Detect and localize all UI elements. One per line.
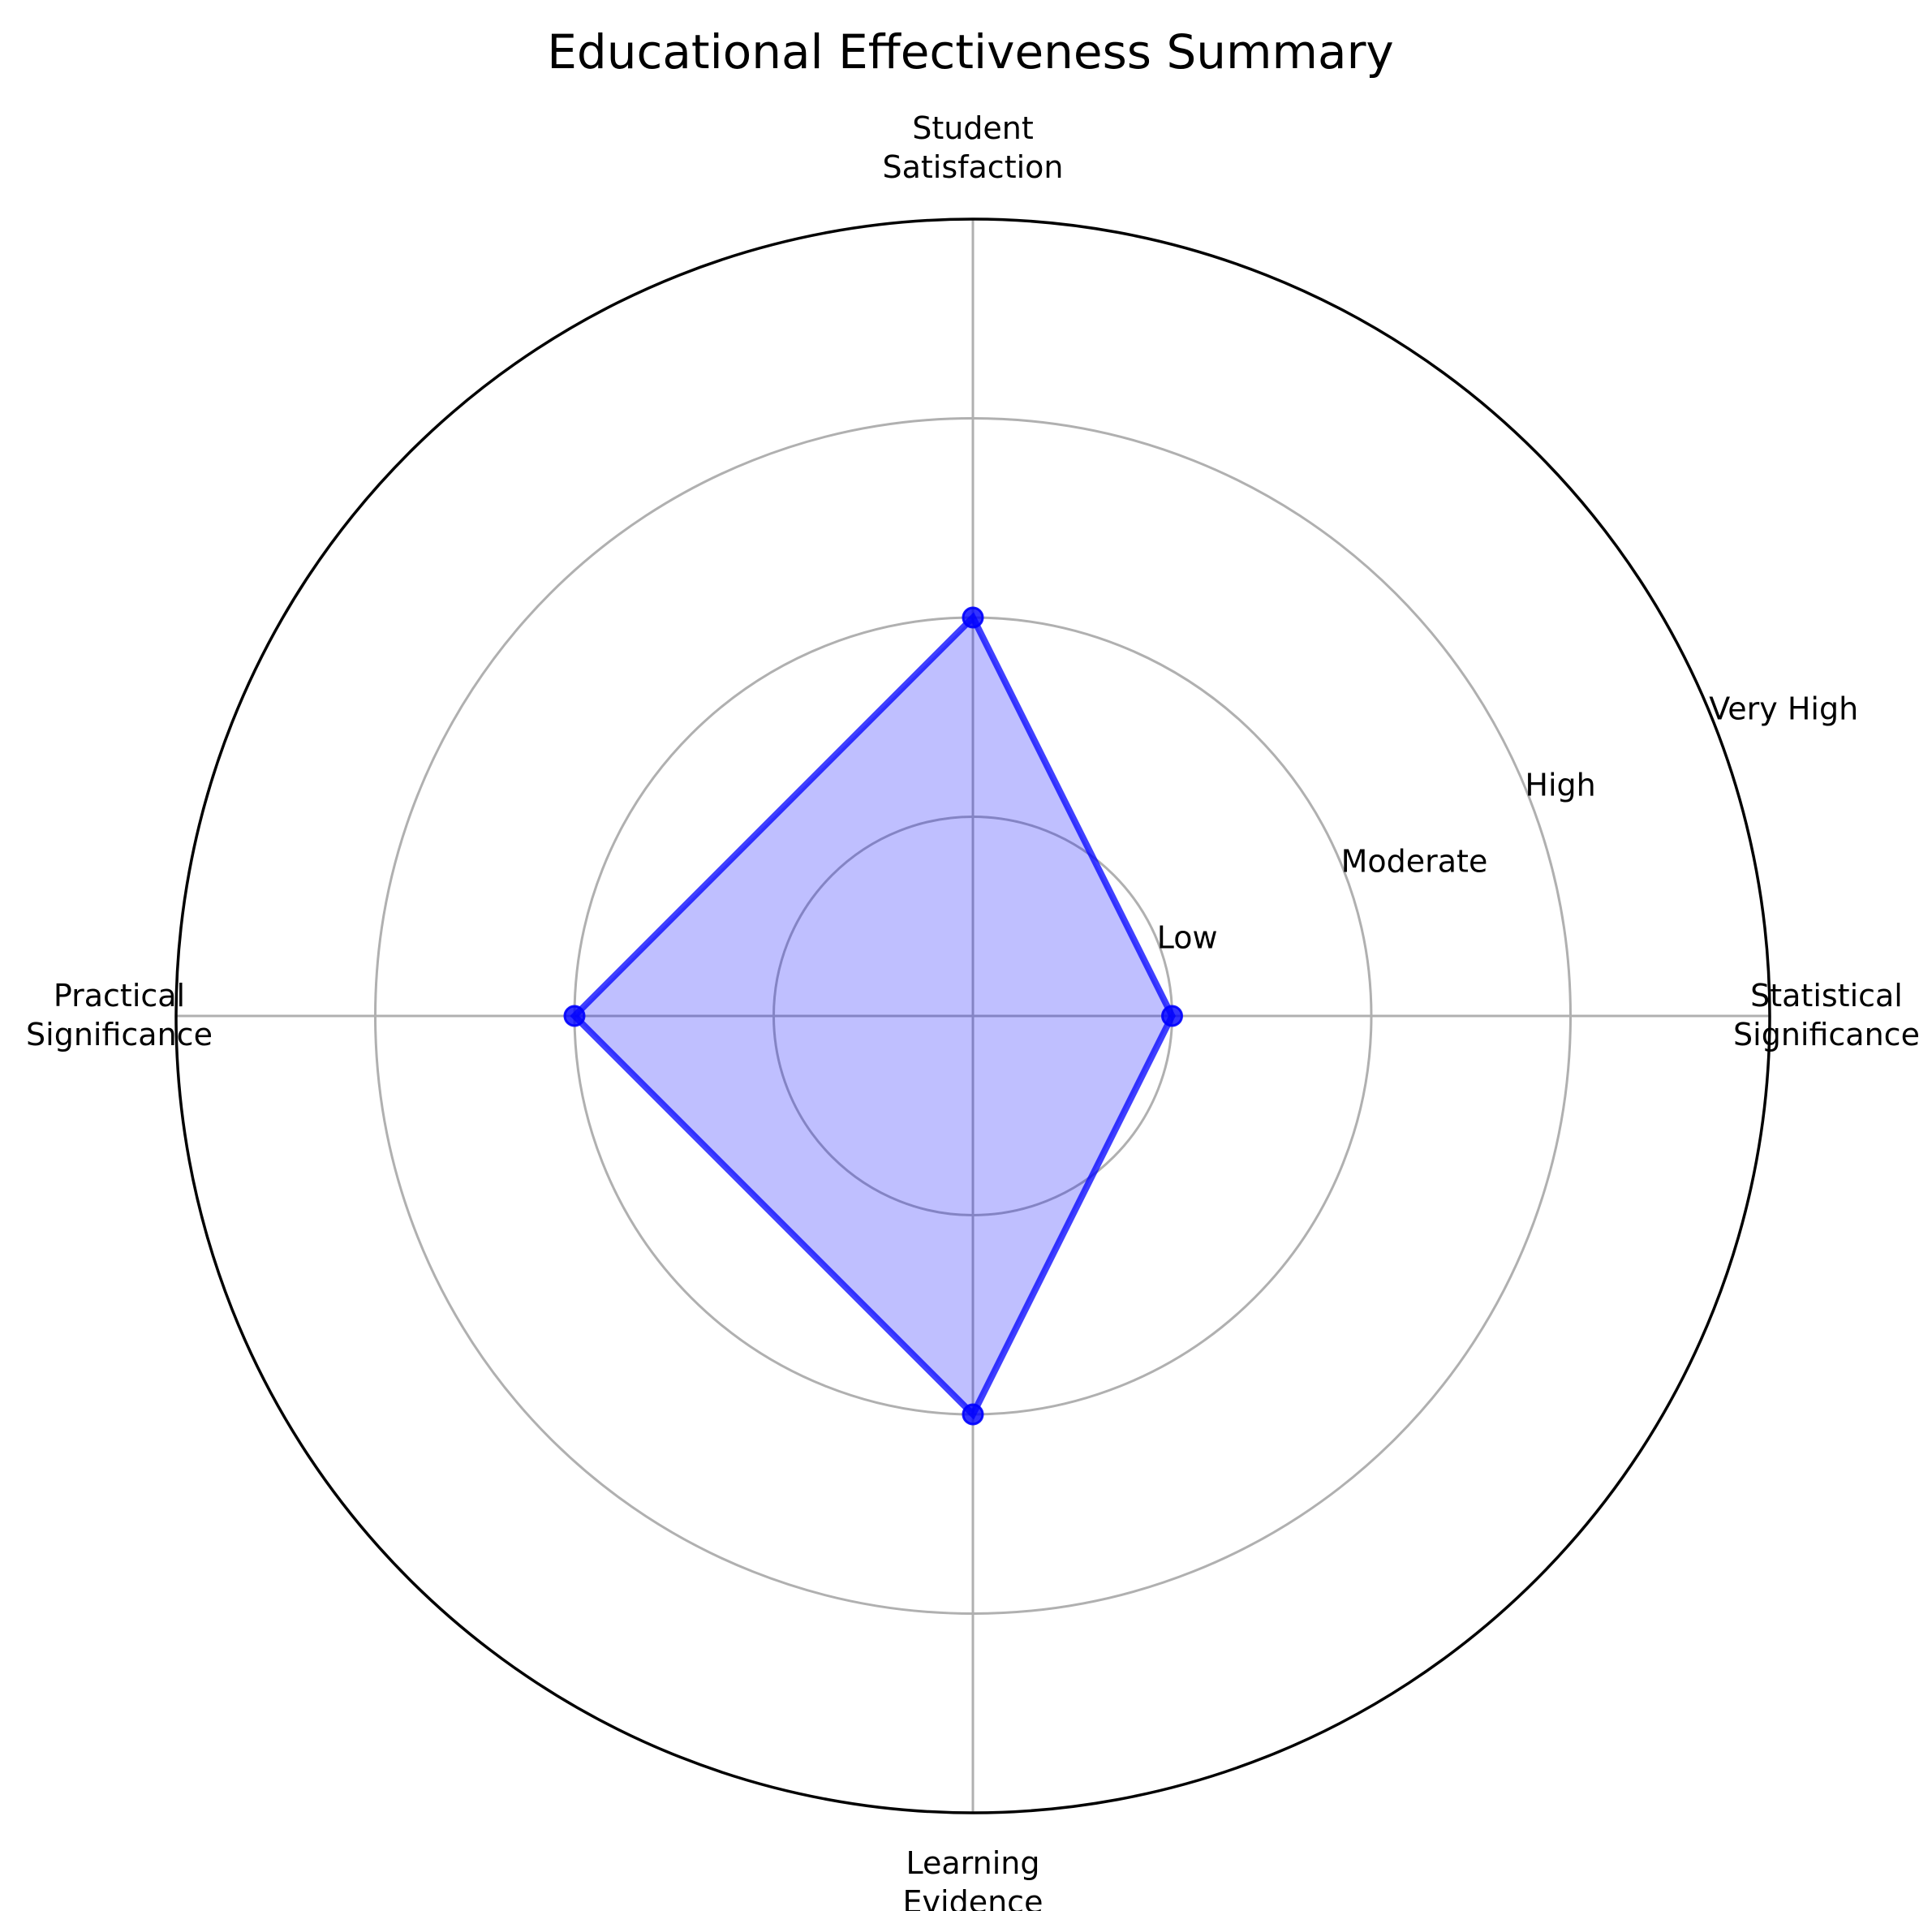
category-label: Practical Significance	[26, 978, 213, 1052]
category-label: Learning Evidence	[903, 1845, 1043, 1911]
radial-tick-label: High	[1525, 768, 1595, 803]
data-point	[563, 1005, 586, 1027]
outer-ring	[174, 217, 1771, 1814]
series-area	[574, 618, 1173, 1414]
radial-tick-label: Moderate	[1341, 844, 1488, 880]
chart-title: Educational Effectiveness Summary	[547, 24, 1394, 80]
data-point	[962, 606, 984, 629]
data-layer	[563, 606, 1183, 1426]
category-label: Statistical Significance	[1733, 978, 1920, 1052]
label-layer: Low Moderate High Very High Statistical Signi…	[26, 110, 1920, 1911]
data-point	[1161, 1005, 1183, 1027]
radial-tick-label: Very High	[1709, 691, 1858, 727]
radial-tick-label: Low	[1157, 920, 1218, 956]
category-label: Student Satisfaction	[882, 110, 1063, 185]
data-point	[962, 1403, 984, 1426]
